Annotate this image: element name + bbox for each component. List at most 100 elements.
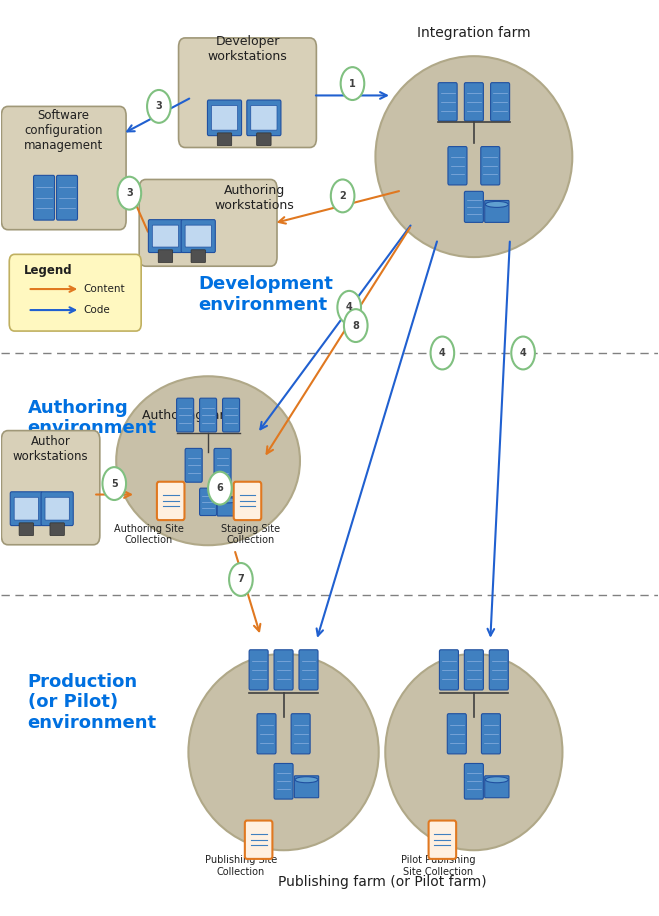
Ellipse shape: [116, 376, 300, 545]
FancyBboxPatch shape: [14, 497, 38, 520]
FancyBboxPatch shape: [158, 250, 173, 263]
Text: 8: 8: [353, 321, 359, 331]
FancyBboxPatch shape: [490, 82, 509, 121]
FancyBboxPatch shape: [212, 105, 238, 130]
Text: 3: 3: [156, 102, 162, 112]
FancyBboxPatch shape: [274, 763, 293, 799]
Text: Authoring
environment: Authoring environment: [28, 398, 157, 438]
FancyBboxPatch shape: [1, 106, 126, 230]
Text: Software
configuration
management: Software configuration management: [24, 109, 103, 152]
FancyBboxPatch shape: [45, 497, 69, 520]
Ellipse shape: [295, 777, 318, 783]
Circle shape: [117, 177, 141, 210]
FancyBboxPatch shape: [485, 776, 509, 798]
FancyBboxPatch shape: [217, 133, 232, 146]
Circle shape: [341, 67, 364, 100]
FancyBboxPatch shape: [256, 133, 271, 146]
FancyBboxPatch shape: [485, 201, 509, 223]
FancyBboxPatch shape: [247, 100, 281, 136]
Circle shape: [229, 563, 252, 596]
FancyBboxPatch shape: [181, 220, 215, 253]
FancyBboxPatch shape: [234, 482, 261, 520]
FancyBboxPatch shape: [295, 776, 319, 798]
Text: 1: 1: [349, 79, 356, 89]
FancyBboxPatch shape: [299, 649, 318, 690]
FancyBboxPatch shape: [438, 82, 457, 121]
FancyBboxPatch shape: [482, 714, 500, 754]
FancyBboxPatch shape: [489, 649, 508, 690]
FancyBboxPatch shape: [41, 492, 73, 526]
Text: Content: Content: [84, 284, 125, 294]
FancyBboxPatch shape: [152, 225, 179, 247]
Text: 4: 4: [520, 348, 527, 358]
FancyBboxPatch shape: [208, 100, 242, 136]
FancyBboxPatch shape: [440, 649, 459, 690]
FancyBboxPatch shape: [9, 255, 141, 331]
FancyBboxPatch shape: [465, 763, 484, 799]
FancyBboxPatch shape: [251, 105, 277, 130]
Text: Developer
workstations: Developer workstations: [208, 35, 287, 63]
FancyBboxPatch shape: [50, 523, 65, 536]
Text: Pilot Publishing
Site Collection: Pilot Publishing Site Collection: [401, 856, 475, 877]
Circle shape: [337, 291, 361, 323]
Ellipse shape: [188, 654, 379, 850]
Text: 3: 3: [126, 188, 132, 198]
Circle shape: [147, 90, 171, 123]
Text: Development
environment: Development environment: [198, 276, 333, 314]
Text: Integration farm: Integration farm: [417, 27, 530, 40]
FancyBboxPatch shape: [481, 147, 500, 185]
FancyBboxPatch shape: [245, 821, 272, 859]
Ellipse shape: [376, 56, 572, 257]
Circle shape: [208, 472, 232, 505]
FancyBboxPatch shape: [214, 449, 231, 482]
FancyBboxPatch shape: [200, 398, 217, 432]
Text: 6: 6: [217, 483, 223, 493]
FancyBboxPatch shape: [157, 482, 185, 520]
Circle shape: [344, 309, 368, 342]
FancyBboxPatch shape: [465, 191, 484, 223]
Text: Authoring farm: Authoring farm: [142, 409, 237, 421]
FancyBboxPatch shape: [185, 225, 212, 247]
FancyBboxPatch shape: [177, 398, 194, 432]
FancyBboxPatch shape: [34, 175, 55, 220]
FancyBboxPatch shape: [179, 38, 316, 147]
FancyBboxPatch shape: [11, 492, 42, 526]
FancyBboxPatch shape: [19, 523, 34, 536]
Ellipse shape: [485, 202, 508, 207]
Text: 7: 7: [237, 574, 244, 584]
FancyBboxPatch shape: [223, 398, 240, 432]
FancyBboxPatch shape: [448, 147, 467, 185]
Text: Production
(or Pilot)
environment: Production (or Pilot) environment: [28, 672, 157, 732]
Ellipse shape: [485, 777, 508, 783]
Text: Code: Code: [84, 305, 110, 315]
FancyBboxPatch shape: [249, 649, 268, 690]
FancyBboxPatch shape: [1, 431, 100, 545]
FancyBboxPatch shape: [465, 82, 484, 121]
Text: 5: 5: [111, 478, 118, 488]
FancyBboxPatch shape: [191, 250, 206, 263]
FancyBboxPatch shape: [257, 714, 276, 754]
Text: Legend: Legend: [24, 265, 73, 278]
FancyBboxPatch shape: [185, 449, 202, 482]
FancyBboxPatch shape: [465, 649, 484, 690]
Text: Publishing Site
Collection: Publishing Site Collection: [205, 856, 277, 877]
Text: 4: 4: [439, 348, 445, 358]
Ellipse shape: [386, 654, 563, 850]
Text: Publishing farm (or Pilot farm): Publishing farm (or Pilot farm): [277, 875, 486, 889]
Text: 2: 2: [339, 191, 346, 201]
FancyBboxPatch shape: [139, 180, 277, 267]
Text: Author
workstations: Author workstations: [13, 435, 88, 463]
Circle shape: [511, 336, 535, 369]
FancyBboxPatch shape: [447, 714, 467, 754]
Text: Staging Site
Collection: Staging Site Collection: [221, 524, 280, 545]
FancyBboxPatch shape: [291, 714, 310, 754]
Text: 4: 4: [346, 302, 353, 312]
Circle shape: [430, 336, 454, 369]
Text: Authoring
workstations: Authoring workstations: [214, 184, 294, 212]
FancyBboxPatch shape: [57, 175, 78, 220]
FancyBboxPatch shape: [274, 649, 293, 690]
FancyBboxPatch shape: [200, 488, 217, 516]
Ellipse shape: [218, 497, 238, 503]
Circle shape: [102, 467, 126, 500]
Text: Authoring Site
Collection: Authoring Site Collection: [114, 524, 184, 545]
